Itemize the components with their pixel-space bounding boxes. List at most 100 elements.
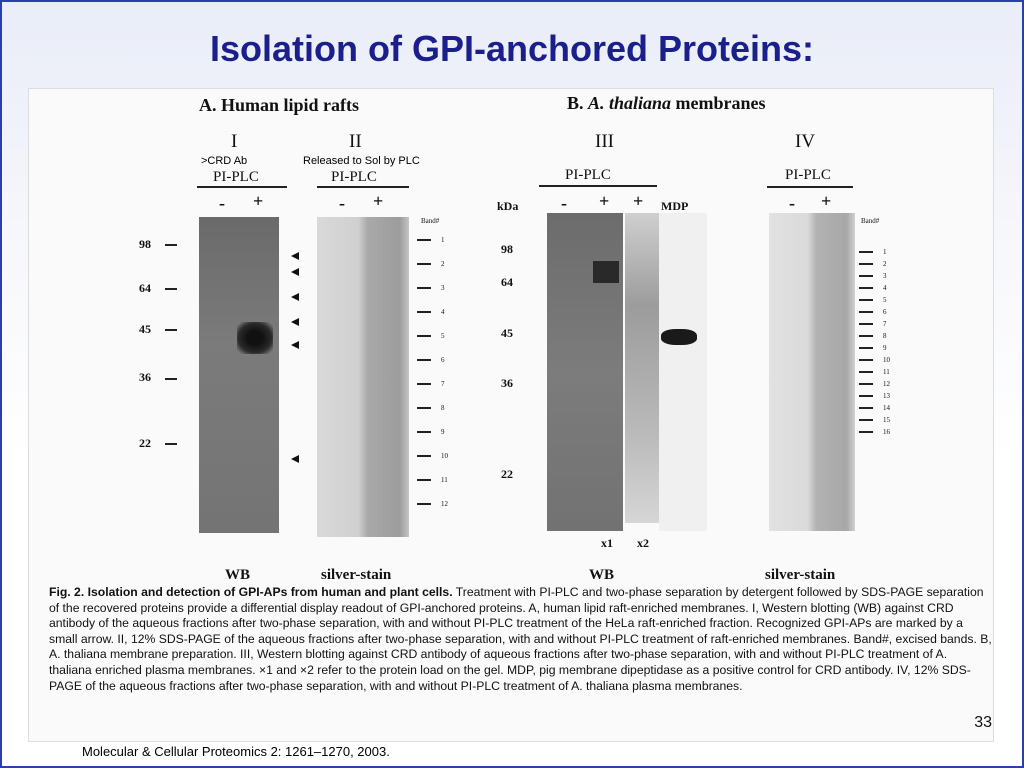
slide: Isolation of GPI-anchored Proteins: A. H… [0, 0, 1024, 768]
panel-b-title: B. A. thaliana membranes [567, 93, 766, 114]
gel-iii-treatment: PI-PLC [565, 167, 611, 184]
gel-ii-plus: + [373, 191, 383, 212]
gel-iv-band-line [859, 335, 873, 337]
gel-ii-band-label: 10 [441, 452, 448, 460]
gel-ii-band-label: 8 [441, 404, 445, 412]
gel-iv-band-line [859, 287, 873, 289]
gel-ii-band-line [417, 239, 431, 241]
gel-iv-plus: + [821, 191, 831, 212]
gel-iv-band-line [859, 275, 873, 277]
gel-iii-load-x1: x1 [601, 536, 613, 551]
gel-i-note: >CRD Ab [201, 155, 247, 167]
gel-i-lanes [199, 217, 279, 533]
gel-iv-band-line [859, 263, 873, 265]
gel-iv-band-label: 11 [883, 368, 890, 376]
gel-iii-load-x2: x2 [637, 536, 649, 551]
gel-ii-band-line [417, 407, 431, 409]
gel-ii-band-line [417, 479, 431, 481]
gel-i-plus: + [253, 191, 263, 212]
gel-iv-band-label: 14 [883, 404, 890, 412]
gel-iii-kda: kDa [497, 199, 518, 214]
gel-iv-band-label: 3 [883, 272, 887, 280]
gel-ii-treatment: PI-PLC [331, 169, 377, 186]
gel-iv-label: IV [795, 131, 815, 153]
gel-iv-band-label: 8 [883, 332, 887, 340]
caption-title: Isolation and detection of GPI-APs from … [88, 585, 453, 599]
gel-iv-footer: silver-stain [765, 567, 835, 584]
gel-ii-band-line [417, 359, 431, 361]
gel-iii-plus-2: + [633, 191, 643, 212]
marker-b-98: 98 [501, 242, 513, 257]
gel-iii-mdp: MDP [661, 199, 688, 214]
gel-iii-label: III [595, 131, 614, 153]
gel-ii-band-line [417, 455, 431, 457]
gel-i-label: I [231, 131, 237, 153]
gel-iv-band-line [859, 431, 873, 433]
gel-iii-plus: + [599, 191, 609, 212]
gel-iv-band-label: 5 [883, 296, 887, 304]
gel-i-underline [197, 186, 287, 188]
panel-b-prefix: B. [567, 93, 584, 113]
gel-ii-band-line [417, 335, 431, 337]
gel-iv-underline [767, 186, 853, 188]
gel-iv-band-line [859, 323, 873, 325]
gel-ii-band-line [417, 263, 431, 265]
gel-ii-label: II [349, 131, 362, 153]
gel-iv-band-line [859, 383, 873, 385]
gel-ii-band-line [417, 311, 431, 313]
marker-a-22: 22 [139, 436, 151, 451]
gel-iv-treatment: PI-PLC [785, 167, 831, 184]
gel-ii-underline [317, 186, 409, 188]
gel-iv-band-label: 16 [883, 428, 890, 436]
gel-ii-lanes [317, 217, 409, 537]
marker-a-64: 64 [139, 281, 151, 296]
gel-iv-band-label: 1 [883, 248, 887, 256]
caption-body: Treatment with PI-PLC and two-phase sepa… [49, 585, 992, 693]
panel-b-suffix: membranes [676, 93, 766, 113]
gel-iv-band-line [859, 371, 873, 373]
marker-b-64: 64 [501, 275, 513, 290]
gel-iv-band-line [859, 419, 873, 421]
gel-iv-band-label: 7 [883, 320, 887, 328]
gel-ii-band-line [417, 431, 431, 433]
gel-iii-underline [539, 185, 657, 187]
marker-b-45: 45 [501, 326, 513, 341]
slide-title: Isolation of GPI-anchored Proteins: [2, 28, 1022, 70]
gel-ii-band-line [417, 503, 431, 505]
gel-ii-band-label: 7 [441, 380, 445, 388]
caption-fig-label: Fig. 2. [49, 585, 84, 599]
gel-ii-footer: silver-stain [321, 567, 391, 584]
gel-ii-band-header: Band# [421, 217, 439, 225]
gel-ii-band-label: 11 [441, 476, 448, 484]
gel-iv-band-label: 15 [883, 416, 890, 424]
gel-ii-band-line [417, 287, 431, 289]
gel-iv-minus: - [789, 193, 795, 214]
figure-caption: Fig. 2. Isolation and detection of GPI-A… [49, 585, 993, 694]
gel-iii-footer: WB [589, 567, 614, 584]
gel-iv-band-line [859, 347, 873, 349]
gel-ii-band-label: 12 [441, 500, 448, 508]
panel-b-species: A. thaliana [588, 93, 671, 113]
gel-iv-band-line [859, 407, 873, 409]
gel-ii-band-label: 5 [441, 332, 445, 340]
gel-ii-note: Released to Sol by PLC [303, 155, 420, 167]
gel-iv-band-label: 9 [883, 344, 887, 352]
gel-iii-minus: - [561, 193, 567, 214]
source-citation: Molecular & Cellular Proteomics 2: 1261–… [82, 744, 390, 759]
gel-iv-band-header: Band# [861, 217, 879, 225]
gel-iii-lanes [547, 213, 623, 531]
marker-b-22: 22 [501, 467, 513, 482]
gel-iv-band-label: 2 [883, 260, 887, 268]
gel-iv-band-label: 10 [883, 356, 890, 364]
gel-ii-band-label: 9 [441, 428, 445, 436]
gel-iv-band-label: 13 [883, 392, 890, 400]
gel-iv-band-line [859, 311, 873, 313]
gel-ii-band-label: 2 [441, 260, 445, 268]
panel-a-title: A. Human lipid rafts [199, 95, 359, 116]
gel-iv-lanes [769, 213, 855, 531]
figure-image: A. Human lipid rafts B. A. thaliana memb… [28, 88, 994, 742]
gel-iv-band-label: 4 [883, 284, 887, 292]
gel-ii-band-line [417, 383, 431, 385]
gel-ii-band-label: 4 [441, 308, 445, 316]
gel-i-treatment: PI-PLC [213, 169, 259, 186]
